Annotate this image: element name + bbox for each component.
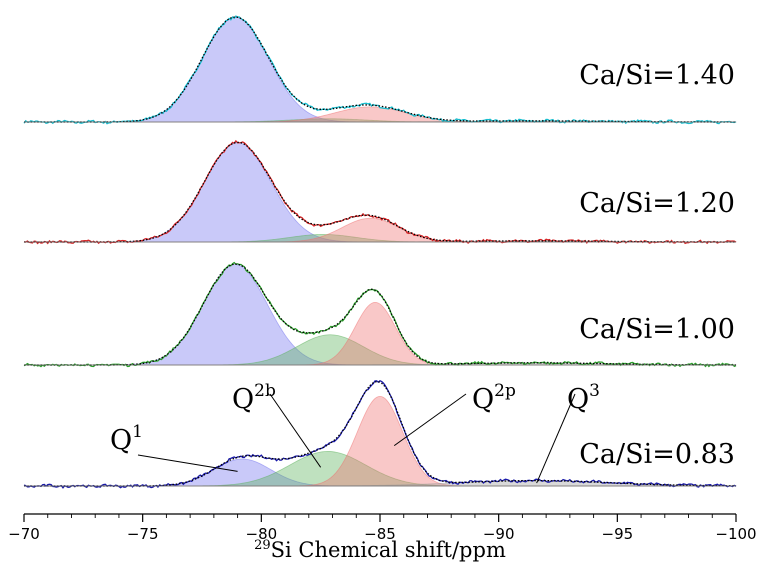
peak-label-q3: Q3: [567, 381, 600, 415]
spectrum-1: Ca/Si=1.40: [23, 15, 737, 125]
x-axis-title-superscript: 29: [254, 538, 271, 553]
x-tick-label: −75: [127, 525, 159, 543]
experimental-spectrum-line: [23, 139, 737, 245]
peak-label-q2b: Q2b: [232, 381, 276, 415]
spectrum-2: Ca/Si=1.20: [23, 139, 737, 245]
total-fit-line: [24, 263, 736, 366]
spectrum-label: Ca/Si=0.83: [579, 439, 735, 470]
peak-label-base: Q: [472, 384, 494, 415]
x-tick-label: −95: [602, 525, 634, 543]
spectrum-label: Ca/Si=1.00: [579, 314, 735, 345]
total-fit-line: [24, 16, 736, 123]
peak-label-q2p: Q2p: [472, 381, 516, 415]
x-tick-label: −90: [483, 525, 515, 543]
spectrum-3: Ca/Si=1.00: [23, 261, 737, 368]
peak-label-superscript: 1: [132, 422, 143, 442]
x-axis: −70 −75 −80 −85 −90 −95 −100: [8, 513, 757, 543]
plot-area: Ca/Si=1.40 Ca/Si=1.20 Ca/Si=1.00 Ca/Si=0.83: [23, 15, 737, 489]
component-q2p-area: [24, 217, 736, 243]
x-tick-label: −85: [364, 525, 396, 543]
x-tick-label: −70: [8, 525, 40, 543]
spectrum-label: Ca/Si=1.20: [579, 188, 735, 219]
x-axis-title-text: Si Chemical shift/ppm: [271, 538, 506, 562]
annotation-leader-line: [137, 454, 238, 472]
peak-label-base: Q: [110, 425, 132, 456]
peak-label-superscript: 2b: [254, 381, 276, 401]
peak-label-q1: Q1: [110, 422, 143, 456]
peak-label-base: Q: [232, 384, 254, 415]
spectrum-label: Ca/Si=1.40: [579, 60, 735, 91]
peak-label-superscript: 2p: [494, 381, 516, 401]
x-axis-title: 29Si Chemical shift/ppm: [254, 538, 506, 562]
annotation-leader-line: [536, 393, 576, 484]
spectrum-4: Ca/Si=0.83: [23, 380, 737, 489]
experimental-spectrum-line: [23, 15, 737, 125]
component-q2p-area: [24, 106, 736, 123]
x-tick-label: −80: [246, 525, 278, 543]
total-fit-line: [24, 380, 737, 487]
annotation-leader-line: [393, 393, 467, 447]
x-tick-label: −100: [715, 525, 756, 543]
peak-label-base: Q: [567, 384, 589, 415]
peak-label-superscript: 3: [589, 381, 600, 401]
annotation-leader-line: [269, 393, 322, 468]
